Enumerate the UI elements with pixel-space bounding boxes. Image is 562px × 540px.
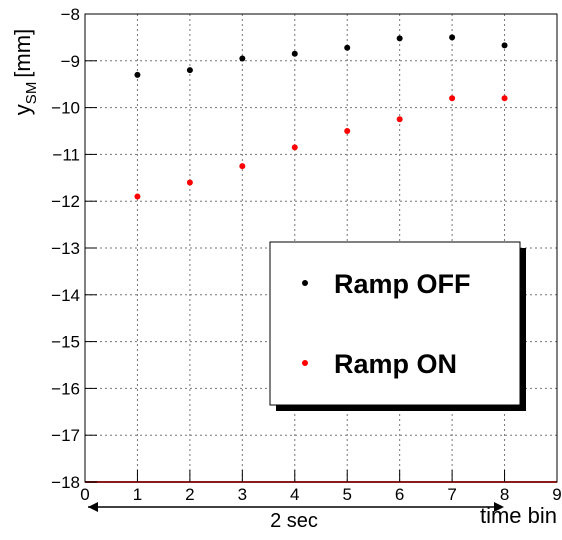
x-tick-label: 9: [552, 485, 561, 504]
x-tick-label: 3: [238, 485, 247, 504]
point: [291, 50, 298, 57]
y-axis-title-sub: SM: [23, 82, 40, 105]
y-tick-label: −10: [51, 99, 80, 118]
point: [239, 163, 246, 170]
y-axis-title: ySM [mm]: [10, 29, 40, 115]
point: [501, 42, 508, 49]
legend-label: Ramp ON: [334, 349, 457, 379]
point: [186, 179, 193, 186]
point: [291, 144, 298, 151]
y-tick-label: −11: [52, 145, 80, 164]
point: [501, 95, 508, 102]
point: [239, 55, 246, 62]
y-tick-label: −15: [51, 333, 80, 352]
arrow-head: [494, 502, 504, 512]
x-tick-label: 5: [342, 485, 351, 504]
point: [449, 34, 456, 41]
y-tick-label: −8: [61, 5, 80, 24]
y-tick-label: −18: [51, 473, 80, 492]
point: [186, 67, 193, 74]
y-tick-label: −12: [51, 192, 80, 211]
y-tick-label: −17: [51, 426, 80, 445]
point: [134, 193, 141, 200]
x-tick-label: 2: [185, 485, 194, 504]
y-axis-title-unit: [mm]: [10, 29, 35, 78]
y-tick-label: −14: [51, 286, 80, 305]
point: [344, 128, 351, 134]
y-axis-title-main: y: [10, 104, 35, 115]
legend-marker: [302, 360, 308, 366]
legend: Ramp OFF Ramp ON: [269, 241, 526, 411]
y-tick-label: −9: [61, 52, 80, 71]
annotation: 2 sec: [270, 510, 318, 532]
points: [134, 34, 508, 200]
legend-box: [269, 241, 521, 406]
x-tick-label: 7: [447, 485, 456, 504]
point: [449, 95, 456, 102]
x-tick-label: 6: [395, 485, 404, 504]
point: [344, 44, 351, 51]
x-tick-label: 1: [133, 485, 142, 504]
annotation-arrow: [88, 502, 504, 512]
point: [396, 116, 403, 123]
legend-label: Ramp OFF: [334, 269, 471, 299]
x-tick-label: 0: [80, 485, 89, 504]
arrow-head: [88, 502, 98, 512]
legend-marker: [302, 280, 308, 286]
y-tick-label: −16: [51, 379, 80, 398]
point: [396, 35, 403, 42]
point: [134, 71, 141, 78]
y-tick-label: −13: [51, 239, 80, 258]
x-tick-label: 4: [290, 485, 299, 504]
x-tick-label: 8: [500, 485, 509, 504]
